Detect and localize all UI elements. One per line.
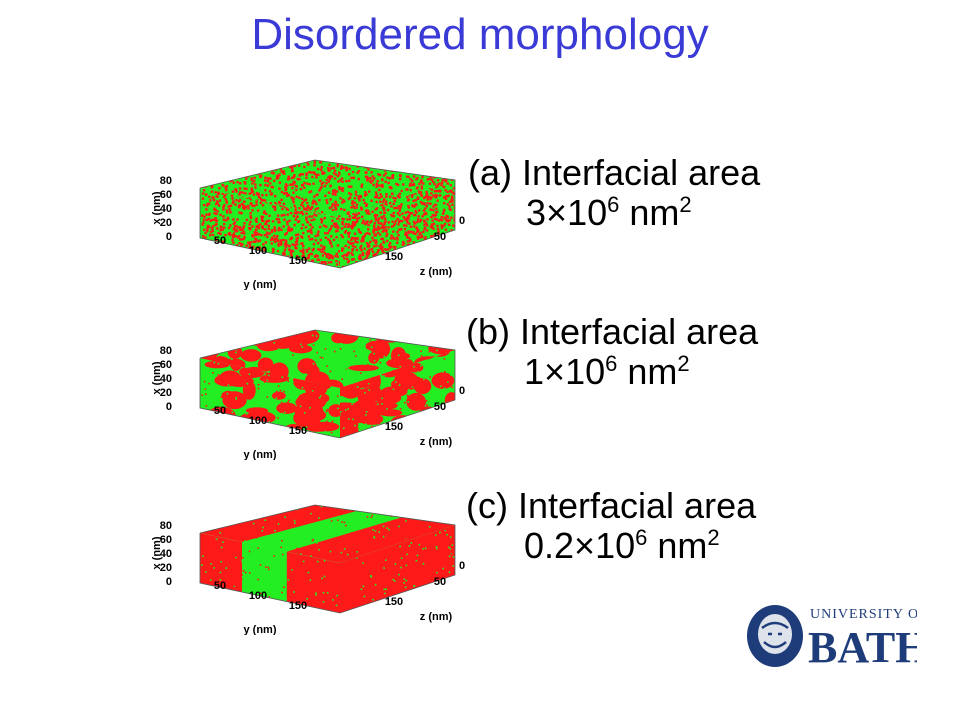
x-tick-label: 60 (160, 534, 172, 546)
caption-b-value: 1×106 nm2 (524, 350, 758, 392)
caption-a-exponent: 6 (607, 191, 620, 217)
x-tick-label: 0 (166, 576, 172, 588)
z-tick-label: 50 (434, 231, 446, 243)
caption-a-label: (a) Interfacial area (468, 152, 761, 193)
morphology-plot-a: 0 20 40 60 80 x (nm) 50 100 150 y (nm) 0 50 150 z (nm… (140, 140, 470, 290)
y-tick-label: 50 (214, 580, 226, 592)
caption-b-label: (b) Interfacial area (466, 311, 759, 352)
y-tick-label: 100 (249, 590, 267, 602)
z-axis-label: z (nm) (420, 436, 453, 448)
x-tick-label: 0 (166, 401, 172, 413)
bath-crest-icon: UNIVERSITY OF BATH (747, 605, 929, 672)
caption-c-base: 10 (595, 524, 636, 566)
caption-b-exponent: 6 (605, 350, 618, 376)
y-tick-label: 50 (214, 235, 226, 247)
x-tick-label: 0 (166, 231, 172, 243)
y-axis-label: y (nm) (244, 449, 277, 460)
cube-plot-b: 0 20 40 60 80 x (nm) 50 100 150 y (nm) 0 50 150 z (nm… (151, 329, 465, 460)
x-tick-label: 80 (160, 345, 172, 357)
caption-a-value: 3×106 nm2 (526, 191, 760, 233)
cube-face-top (200, 160, 455, 218)
caption-c-mantissa: 0.2 (524, 524, 575, 566)
caption-c-times: × (574, 524, 596, 566)
cube-outline (199, 504, 456, 614)
x-tick-label: 80 (160, 520, 172, 532)
caption-a-base: 10 (567, 191, 608, 233)
x-tick-label: 40 (160, 203, 172, 215)
z-tick-label: 50 (434, 576, 446, 588)
x-axis-label: x (nm) (151, 191, 163, 224)
phase-pattern-side (340, 525, 455, 613)
x-tick-label: 40 (160, 548, 172, 560)
z-tick-label: 150 (385, 251, 403, 263)
caption-b-unit: nm (627, 350, 678, 392)
cube-outline (199, 329, 456, 439)
y-tick-label: 100 (249, 415, 267, 427)
y-tick-label: 50 (214, 405, 226, 417)
cube-plot-c: 0 20 40 60 80 x (nm) 50 100 150 y (nm) 0 50 150 z (nm… (151, 504, 465, 635)
morphology-plot-b: 0 20 40 60 80 x (nm) 50 100 150 y (nm) 0 50 150 z (nm… (140, 310, 470, 460)
z-tick-label: 0 (459, 560, 465, 572)
x-tick-label: 60 (160, 359, 172, 371)
morphology-plot-c: 0 20 40 60 80 x (nm) 50 100 150 y (nm) 0 50 150 z (nm… (140, 485, 470, 635)
caption-a-times: × (546, 191, 568, 233)
caption-a-unit: nm (629, 191, 680, 233)
cube-outline (199, 159, 456, 269)
z-tick-label: 0 (459, 385, 465, 397)
logo-main-text: BATH (808, 623, 917, 670)
university-logo: UNIVERSITY OF BATH (742, 600, 929, 672)
cube-face-front (200, 188, 340, 268)
x-tick-label: 20 (160, 217, 172, 229)
x-tick-label: 20 (160, 562, 172, 574)
cube-plot-a: 0 20 40 60 80 x (nm) 50 100 150 y (nm) 0 50 150 z (nm… (151, 159, 465, 290)
x-tick-label: 80 (160, 175, 172, 187)
caption-b-unit-exponent: 2 (677, 350, 690, 376)
y-axis-label: y (nm) (244, 279, 277, 290)
y-tick-label: 150 (289, 425, 307, 437)
caption-c-unit-exponent: 2 (707, 524, 720, 550)
x-tick-label: 60 (160, 189, 172, 201)
caption-c-label: (c) Interfacial area (466, 485, 757, 526)
logo-face-detail (761, 621, 789, 649)
caption-c-exponent: 6 (635, 524, 648, 550)
z-axis-label: z (nm) (420, 266, 453, 278)
y-tick-label: 100 (249, 245, 267, 257)
caption-a: (a) Interfacial area 3×106 nm2 (468, 153, 760, 232)
y-tick-label: 150 (289, 600, 307, 612)
x-tick-label: 40 (160, 373, 172, 385)
z-tick-label: 50 (434, 401, 446, 413)
caption-a-unit-exponent: 2 (679, 191, 692, 217)
caption-b-base: 10 (565, 350, 606, 392)
z-tick-label: 150 (385, 596, 403, 608)
caption-a-mantissa: 3 (526, 191, 547, 233)
x-axis-label: x (nm) (151, 361, 163, 394)
slide-title: Disordered morphology (251, 10, 709, 59)
caption-c: (c) Interfacial area 0.2×106 nm2 (466, 486, 756, 565)
phase-pattern-top (200, 505, 455, 563)
z-tick-label: 150 (385, 421, 403, 433)
x-tick-label: 20 (160, 387, 172, 399)
caption-c-value: 0.2×106 nm2 (524, 524, 756, 566)
caption-b-times: × (544, 350, 566, 392)
caption-b-mantissa: 1 (524, 350, 545, 392)
y-tick-label: 150 (289, 255, 307, 267)
z-tick-label: 0 (459, 215, 465, 227)
y-axis-label: y (nm) (244, 624, 277, 635)
z-axis-label: z (nm) (420, 611, 453, 623)
caption-b: (b) Interfacial area 1×106 nm2 (466, 312, 758, 391)
logo-top-text: UNIVERSITY OF (810, 607, 917, 622)
x-axis-label: x (nm) (151, 536, 163, 569)
caption-c-unit: nm (657, 524, 708, 566)
